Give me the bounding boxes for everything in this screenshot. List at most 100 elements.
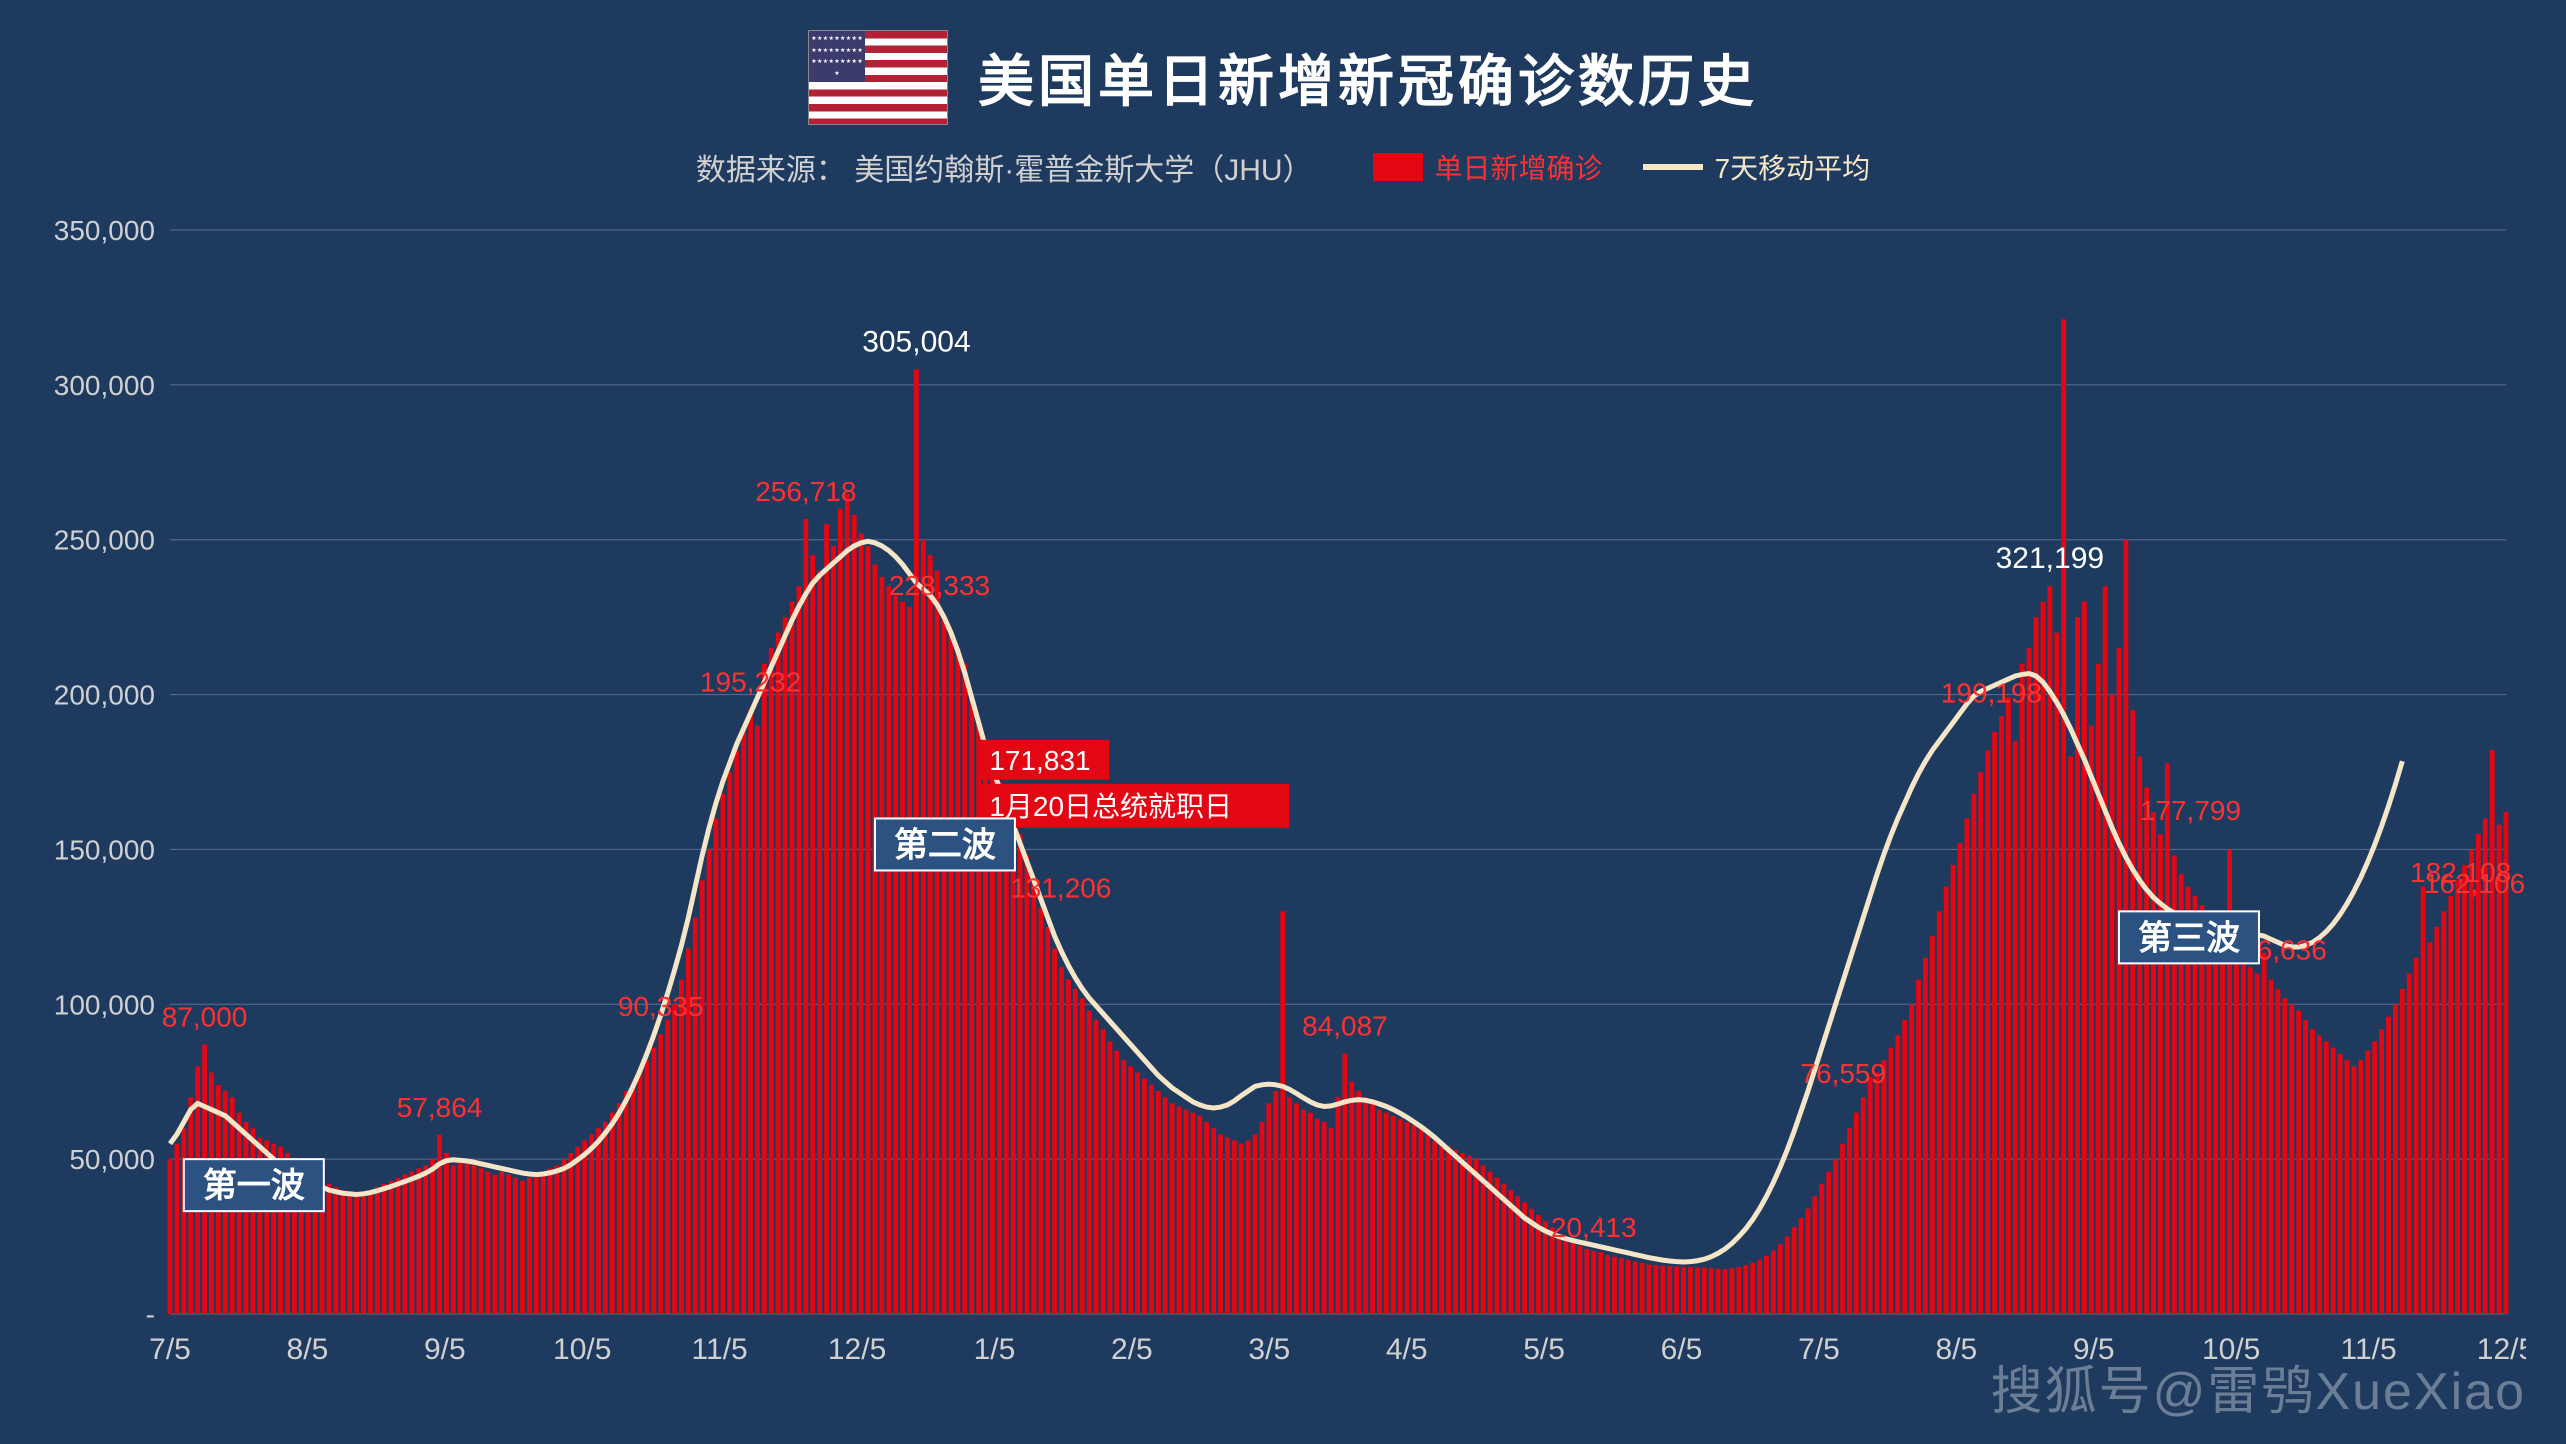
bar (1439, 1144, 1444, 1314)
bar (1038, 908, 1043, 1314)
bar (1591, 1251, 1596, 1314)
bar (451, 1165, 456, 1314)
bar (1031, 880, 1036, 1314)
bar (2075, 617, 2080, 1314)
y-tick-label: 350,000 (54, 215, 155, 246)
bar (520, 1181, 525, 1314)
bar (2013, 741, 2018, 1314)
bar (2345, 1060, 2350, 1314)
x-tick-label: 7/5 (1798, 1333, 1840, 1366)
bar (382, 1184, 387, 1314)
bar (2213, 927, 2218, 1314)
bar (1080, 998, 1085, 1314)
bar (1640, 1263, 1645, 1314)
data-label: 131,206 (1010, 873, 1111, 904)
bar (1674, 1266, 1679, 1314)
bar (2082, 602, 2087, 1314)
bar (1446, 1147, 1451, 1314)
bar (1806, 1209, 1811, 1314)
bar (2241, 958, 2246, 1314)
x-tick-label: 2/5 (1111, 1333, 1153, 1366)
bar (2372, 1041, 2377, 1314)
bar (1750, 1263, 1755, 1314)
x-tick-label: 6/5 (1661, 1333, 1703, 1366)
bar (1370, 1103, 1375, 1314)
y-tick-label: 250,000 (54, 525, 155, 556)
chart-container: -50,000100,000150,000200,000250,000300,0… (40, 200, 2526, 1384)
bar (1861, 1097, 1866, 1314)
bar (416, 1168, 421, 1314)
bar (1736, 1267, 1741, 1314)
bar (1584, 1249, 1589, 1314)
data-label: 90,335 (618, 991, 704, 1022)
bar (1688, 1267, 1693, 1314)
bar (2414, 958, 2419, 1314)
bar (2137, 757, 2142, 1314)
bar (1377, 1110, 1382, 1314)
bar (617, 1103, 622, 1314)
callout-text: 1月20日总统就职日 (989, 791, 1232, 822)
bar (354, 1196, 359, 1314)
bar (1833, 1159, 1838, 1314)
bar (1246, 1141, 1251, 1314)
bar (2441, 911, 2446, 1314)
bar (1564, 1240, 1569, 1314)
us-flag-icon: ★★★★★★ ★★★★★ ★★★★★★ ★★★★★ ★★★★★★ (808, 30, 948, 125)
bar (2276, 989, 2281, 1314)
bar (340, 1190, 345, 1314)
wave-label: 第一波 (203, 1167, 305, 1205)
bar (1149, 1085, 1154, 1314)
bar (2317, 1035, 2322, 1314)
x-tick-label: 3/5 (1248, 1333, 1290, 1366)
bar (2089, 726, 2094, 1314)
legend-bars-label: 单日新增确诊 (1435, 147, 1603, 187)
bar (1287, 1097, 1292, 1314)
x-tick-label: 4/5 (1386, 1333, 1428, 1366)
bar (2289, 1004, 2294, 1314)
bar (237, 1113, 242, 1314)
bar (1094, 1020, 1099, 1314)
bar (1681, 1267, 1686, 1314)
bar (2282, 998, 2287, 1314)
bar (1349, 1082, 1354, 1314)
data-label: 57,864 (397, 1092, 483, 1123)
wave-label: 第二波 (894, 826, 996, 864)
bar (1481, 1165, 1486, 1314)
bar (2434, 927, 2439, 1314)
bar (548, 1168, 553, 1314)
bar (1619, 1258, 1624, 1314)
bar (879, 577, 884, 1314)
bar (1204, 1122, 1209, 1314)
bar (1356, 1091, 1361, 1314)
bar (852, 515, 857, 1314)
bar (720, 794, 725, 1314)
bar (244, 1122, 249, 1314)
bar (900, 602, 905, 1314)
bar (2421, 887, 2426, 1314)
bar (1163, 1097, 1168, 1314)
source-name: 美国约翰斯·霍普金斯大学（JHU） (854, 154, 1312, 187)
bar (2006, 697, 2011, 1314)
bar (1197, 1116, 1202, 1314)
bar (1778, 1244, 1783, 1314)
bar (2151, 812, 2156, 1314)
bar (1647, 1264, 1652, 1314)
bar (1826, 1172, 1831, 1314)
bar (1018, 834, 1023, 1314)
bar (1971, 794, 1976, 1314)
bar (575, 1147, 580, 1314)
bar (1495, 1178, 1500, 1314)
bar (327, 1184, 332, 1314)
bar (638, 1072, 643, 1314)
bar (1868, 1077, 1873, 1314)
bar (1875, 1072, 1880, 1314)
data-label: 199,198 (1941, 677, 2042, 708)
data-label: 87,000 (162, 1002, 248, 1033)
bar (1170, 1103, 1175, 1314)
bar (1577, 1246, 1582, 1314)
bar (2490, 750, 2495, 1314)
bar (700, 880, 705, 1314)
bar (1336, 1097, 1341, 1314)
bar (2331, 1048, 2336, 1314)
bar (2455, 880, 2460, 1314)
